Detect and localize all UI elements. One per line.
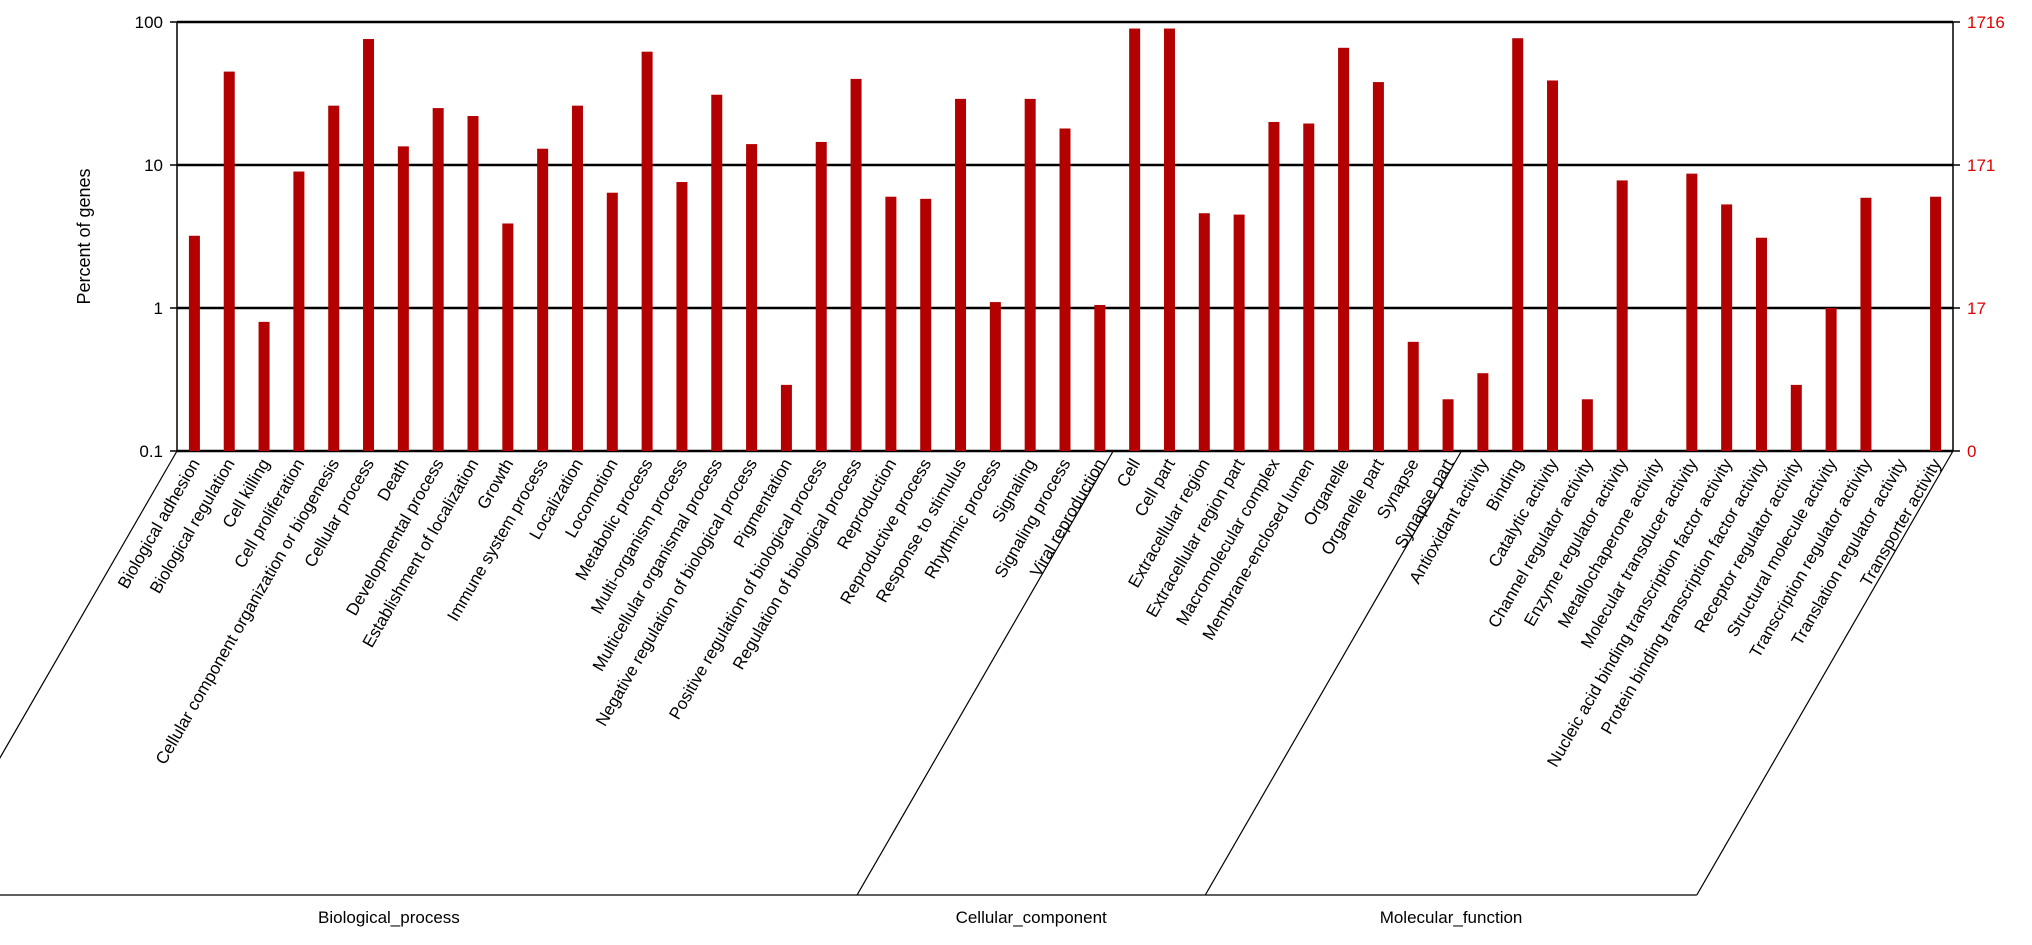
bar (1268, 121, 1280, 452)
bar (1790, 384, 1802, 451)
bar (328, 105, 340, 451)
bar (1547, 80, 1559, 452)
bar (1372, 82, 1384, 451)
y-tick-label: 0.1 (139, 442, 163, 461)
bar (1686, 173, 1698, 451)
bar (537, 148, 549, 451)
bar (1755, 237, 1767, 451)
bar (1616, 180, 1628, 451)
y-tick-label: 1 (154, 299, 163, 318)
bar (989, 302, 1001, 451)
bar (1860, 197, 1872, 451)
bar (1721, 204, 1733, 451)
bar (676, 182, 688, 452)
bar (502, 223, 514, 451)
bar (850, 78, 862, 451)
group-label: Cellular_component (956, 908, 1107, 927)
bar (363, 39, 375, 452)
bar (1930, 196, 1942, 451)
bar (815, 141, 827, 451)
bar (467, 116, 479, 451)
group-divider (0, 450, 178, 759)
bar (641, 51, 653, 451)
bar (920, 198, 932, 451)
bar (258, 321, 270, 451)
bar (885, 196, 897, 451)
bar (1407, 341, 1419, 451)
y2-tick-label: 17 (1967, 299, 1986, 318)
bar (955, 98, 967, 452)
category-label: Cell (1113, 456, 1144, 491)
bar (1163, 28, 1175, 451)
bar (1059, 128, 1071, 451)
y2-tick-label: 171 (1967, 156, 1995, 175)
bar (780, 384, 792, 451)
bar (1442, 399, 1454, 451)
bar (606, 192, 618, 452)
bar (1129, 28, 1141, 451)
bar (746, 144, 758, 451)
y-tick-label: 100 (135, 13, 163, 32)
group-label: Biological_process (318, 908, 460, 927)
bar (397, 146, 409, 451)
y2-tick-label: 0 (1967, 442, 1976, 461)
y-axis-label: Percent of genes (74, 168, 94, 304)
bar (1477, 373, 1489, 451)
group-divider (1204, 450, 1462, 896)
bar (1094, 304, 1106, 451)
group-divider (1696, 450, 1954, 896)
bar (188, 235, 200, 451)
bar (1825, 308, 1837, 451)
bar (1024, 98, 1036, 452)
bar (1338, 47, 1350, 452)
bar (223, 71, 235, 451)
bar (1198, 213, 1210, 451)
bar (1233, 214, 1245, 451)
bar (432, 108, 444, 452)
bar (711, 94, 723, 451)
bar (1512, 38, 1524, 452)
bar (1581, 399, 1593, 451)
y2-tick-label: 1716 (1967, 13, 2005, 32)
bar (1303, 123, 1315, 451)
group-label: Molecular_function (1380, 908, 1523, 927)
y-tick-label: 10 (144, 156, 163, 175)
bar (293, 171, 305, 451)
group-divider (856, 450, 1114, 896)
bar (571, 105, 583, 451)
